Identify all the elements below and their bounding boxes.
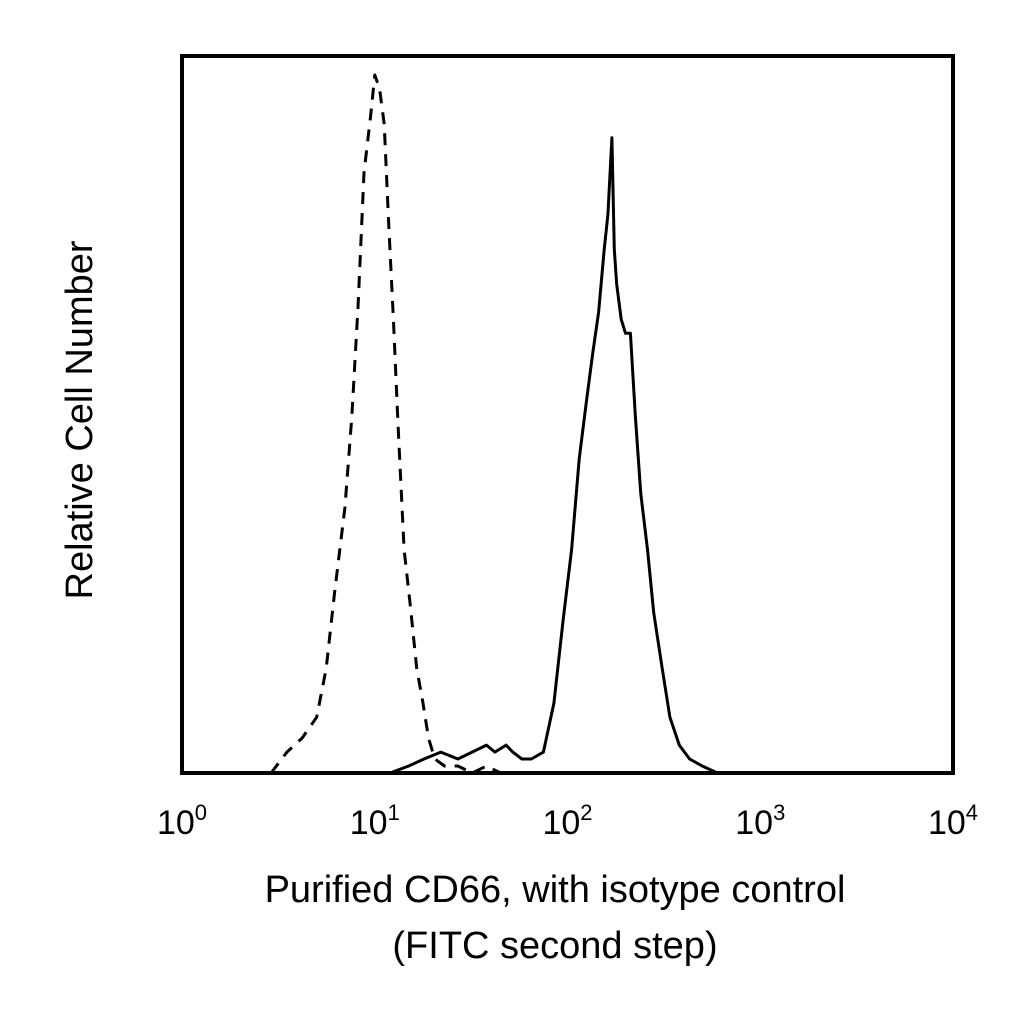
x-tick-labels: 100 101 102 103 104 — [157, 800, 978, 842]
x-axis-title-line2: (FITC second step) — [392, 925, 717, 967]
x-tick-label: 103 — [735, 800, 785, 842]
plot-frame — [180, 54, 955, 775]
series-layer — [269, 73, 719, 775]
cd66-histogram-line — [389, 136, 719, 775]
x-tick-label: 102 — [542, 800, 592, 842]
x-tick-label: 104 — [928, 800, 978, 842]
isotype-control-histogram-line — [269, 73, 718, 775]
x-tick-label: 100 — [157, 800, 207, 842]
y-axis-title: Relative Cell Number — [59, 240, 101, 599]
x-tick-label: 101 — [350, 800, 400, 842]
x-axis-title: Purified CD66, with isotype control — [265, 869, 846, 911]
